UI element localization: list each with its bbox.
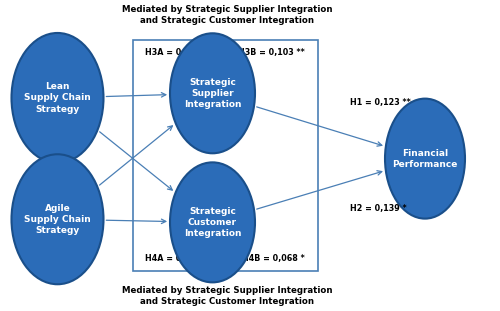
Text: Mediated by Strategic Supplier Integration
and Strategic Customer Integration: Mediated by Strategic Supplier Integrati… [122,286,333,306]
Bar [132,40,318,271]
Text: Mediated by Strategic Supplier Integration
and Strategic Customer Integration: Mediated by Strategic Supplier Integrati… [122,5,333,25]
Text: H4A = 0,025 *: H4A = 0,025 * [145,254,208,263]
Text: Agile
Supply Chain
Strategy: Agile Supply Chain Strategy [24,204,91,235]
Text: H2 = 0,139 *: H2 = 0,139 * [350,204,406,213]
Ellipse shape [12,154,104,284]
Text: Financial
Performance: Financial Performance [392,149,458,169]
Ellipse shape [170,33,255,153]
Text: Lean
Supply Chain
Strategy: Lean Supply Chain Strategy [24,82,91,114]
Ellipse shape [170,162,255,282]
Text: H3A = 0,057 *: H3A = 0,057 * [145,48,208,57]
Text: H1 = 0,123 **: H1 = 0,123 ** [350,98,411,107]
Text: Strategic
Customer
Integration: Strategic Customer Integration [184,207,241,238]
Ellipse shape [12,33,104,163]
Text: H3B = 0,103 **: H3B = 0,103 ** [238,48,305,57]
Text: Strategic
Supplier
Integration: Strategic Supplier Integration [184,78,241,109]
Ellipse shape [385,99,465,219]
Text: H4B = 0,068 *: H4B = 0,068 * [242,254,305,263]
